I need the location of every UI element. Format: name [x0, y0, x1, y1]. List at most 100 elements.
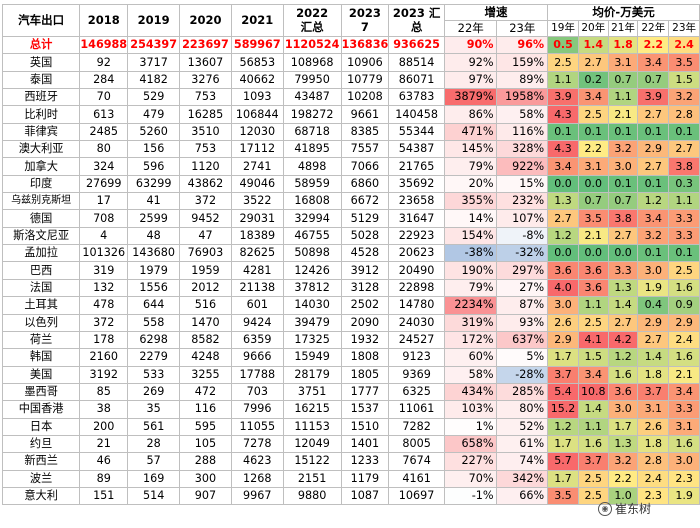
avg-price: 1.2	[547, 417, 579, 436]
row-value: 12049	[282, 434, 342, 454]
row-value: 3128	[340, 278, 390, 298]
table-row: 以色列 372 558 1470 9424 39479 2090 24030 319% 93% 2.…	[1, 313, 700, 332]
avg-price: 2.9	[637, 140, 670, 159]
row-value: 2012	[179, 278, 232, 298]
row-value: 68718	[282, 122, 342, 142]
avg-price: 2.1	[577, 226, 609, 246]
growth-22: 103%	[443, 400, 498, 419]
avg-price: 1.1	[668, 192, 700, 211]
growth-23: 159%	[496, 53, 549, 72]
avg-price: 4.3	[547, 140, 579, 159]
row-value: 101326	[79, 244, 129, 263]
avg-price: 2.6	[547, 313, 579, 332]
row-value: 46	[79, 452, 129, 471]
growth-22: 60%	[443, 348, 498, 367]
row-value: 35	[127, 400, 181, 419]
avg-price: 3.6	[607, 382, 639, 402]
row-value: 169	[127, 469, 181, 488]
row-value: 80	[79, 140, 129, 159]
avg-price: 1.8	[607, 35, 639, 55]
header-avg-20: 20年	[577, 20, 609, 37]
header-growth-22: 22年	[443, 20, 498, 37]
row-value: 20623	[388, 244, 445, 263]
growth-22: 79%	[443, 278, 498, 298]
avg-price: 0.0	[547, 174, 579, 194]
avg-price: 1.3	[607, 278, 639, 298]
row-value: 8582	[179, 330, 232, 350]
row-value: 12426	[282, 261, 342, 280]
row-value: 17	[79, 192, 129, 211]
avg-price: 1.6	[577, 434, 609, 454]
row-value: 1979	[127, 261, 181, 280]
avg-price: 3.6	[577, 278, 609, 298]
avg-price: 2.1	[668, 365, 700, 384]
row-value: 43862	[179, 174, 232, 194]
row-value: 21765	[388, 157, 445, 176]
row-name: 印度	[1, 174, 81, 194]
row-value: 79950	[282, 70, 342, 90]
row-value: 58959	[282, 174, 342, 194]
row-value: 9452	[179, 209, 232, 228]
avg-price: 3.8	[607, 209, 639, 228]
avg-price: 0.1	[637, 244, 670, 263]
row-value: 15949	[282, 348, 342, 367]
avg-price: 2.5	[577, 313, 609, 332]
growth-22: 154%	[443, 226, 498, 246]
row-value: 8005	[388, 434, 445, 454]
row-name: 中国香港	[1, 400, 81, 419]
avg-price: 3.3	[607, 261, 639, 280]
row-value: 4182	[127, 70, 181, 90]
avg-price: 2.7	[637, 105, 670, 124]
avg-price: 2.3	[637, 486, 670, 506]
avg-price: 1.8	[637, 365, 670, 384]
avg-price: 4.1	[577, 330, 609, 350]
header-2018: 2018	[79, 4, 129, 37]
avg-price: 0.1	[668, 244, 700, 263]
row-value: 143680	[127, 244, 181, 263]
row-value: 9666	[230, 348, 284, 367]
growth-22: 20%	[443, 174, 498, 194]
growth-22: 92%	[443, 53, 498, 72]
row-value: 35692	[388, 174, 445, 194]
row-value: 31647	[388, 209, 445, 228]
row-value: 23658	[388, 192, 445, 211]
growth-23: 27%	[496, 278, 549, 298]
row-value: 12030	[230, 122, 284, 142]
row-value: 601	[230, 296, 284, 315]
row-value: 7066	[340, 157, 390, 176]
avg-price: 0.1	[577, 122, 609, 142]
header-2022: 2022 汇总	[282, 4, 342, 37]
row-value: 3522	[230, 192, 284, 211]
avg-price: 3.2	[607, 452, 639, 471]
row-value: 41895	[282, 140, 342, 159]
row-value: 14780	[388, 296, 445, 315]
avg-price: 3.7	[637, 382, 670, 402]
row-value: 703	[230, 382, 284, 402]
row-value: 907	[179, 486, 232, 506]
row-name: 英国	[1, 53, 81, 72]
row-name: 菲律宾	[1, 122, 81, 142]
table-row: 斯洛文尼亚 4 48 47 18389 46755 5028 22923 154% -8% 1.2 2…	[1, 226, 700, 246]
growth-23: -28%	[496, 365, 549, 384]
table-body: 总计 146988 254397 223697 589967 1120524 136836 9…	[1, 35, 700, 506]
row-value: 10906	[340, 53, 390, 72]
growth-23: 93%	[496, 313, 549, 332]
table-row: 波兰 89 169 300 1268 2151 1179 4161 70% 342% 1.7 2.5 2…	[1, 469, 700, 488]
growth-23: 1958%	[496, 88, 549, 107]
growth-23: 15%	[496, 174, 549, 194]
avg-price: 2.9	[637, 313, 670, 332]
avg-price: 0.7	[577, 192, 609, 211]
avg-price: 3.1	[577, 157, 609, 176]
header-name: 汽车出口	[1, 4, 81, 37]
growth-23: 285%	[496, 382, 549, 402]
avg-price: 2.2	[637, 35, 670, 55]
avg-price: 3.0	[607, 400, 639, 419]
avg-price: 2.5	[577, 469, 609, 488]
growth-23: -8%	[496, 226, 549, 246]
avg-price: 0.5	[547, 35, 579, 55]
avg-price: 0.4	[637, 296, 670, 315]
row-value: 3276	[179, 70, 232, 90]
row-value: 9424	[230, 313, 284, 332]
avg-price: 1.0	[607, 486, 639, 506]
avg-price: 3.8	[668, 157, 700, 176]
